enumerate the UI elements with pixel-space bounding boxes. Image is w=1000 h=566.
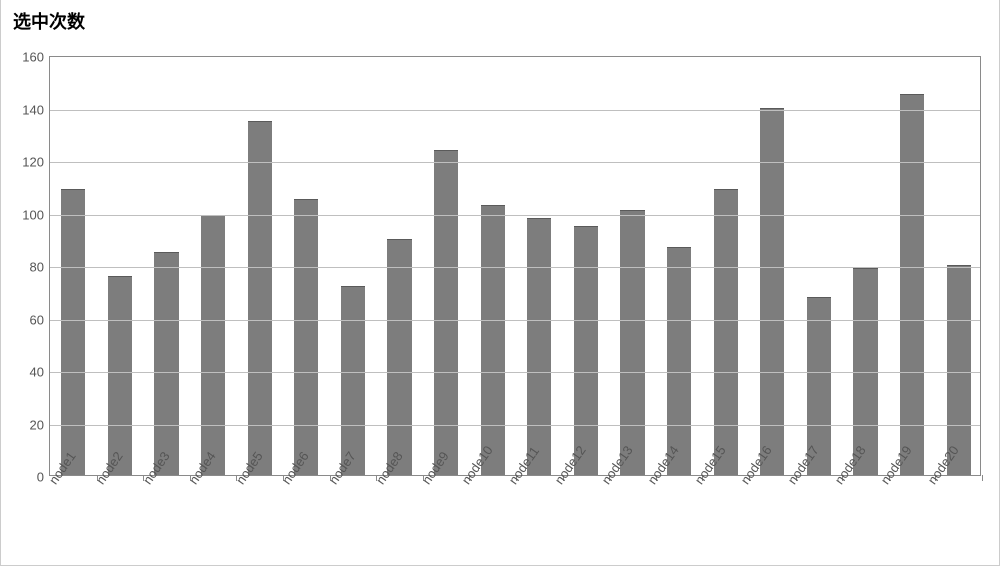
bar (574, 226, 598, 475)
gridline (50, 110, 980, 111)
ytick-label: 100 (22, 207, 44, 222)
gridline (50, 267, 980, 268)
ytick-label: 60 (30, 312, 44, 327)
ytick-label: 160 (22, 50, 44, 65)
bar (667, 247, 691, 475)
bar (434, 150, 458, 476)
gridline (50, 425, 980, 426)
bar (387, 239, 411, 475)
bar (61, 189, 85, 475)
bar (201, 215, 225, 475)
ytick-label: 20 (30, 417, 44, 432)
gridline (50, 215, 980, 216)
bar (620, 210, 644, 475)
ytick-label: 120 (22, 155, 44, 170)
bar (481, 205, 505, 475)
bar (294, 199, 318, 475)
bar (154, 252, 178, 475)
bar (900, 94, 924, 475)
gridline (50, 372, 980, 373)
ytick-label: 80 (30, 260, 44, 275)
plot-area: 020406080100120140160node1node2node3node… (49, 56, 981, 476)
bar (248, 121, 272, 475)
bars-layer (50, 57, 980, 475)
bar (527, 218, 551, 475)
xtick-mark (982, 475, 983, 481)
bar (714, 189, 738, 475)
gridline (50, 320, 980, 321)
bar (108, 276, 132, 476)
ytick-label: 140 (22, 102, 44, 117)
chart-container: 选中次数 020406080100120140160node1node2node… (0, 0, 1000, 566)
ytick-label: 40 (30, 365, 44, 380)
gridline (50, 162, 980, 163)
chart-title: 选中次数 (13, 8, 85, 34)
